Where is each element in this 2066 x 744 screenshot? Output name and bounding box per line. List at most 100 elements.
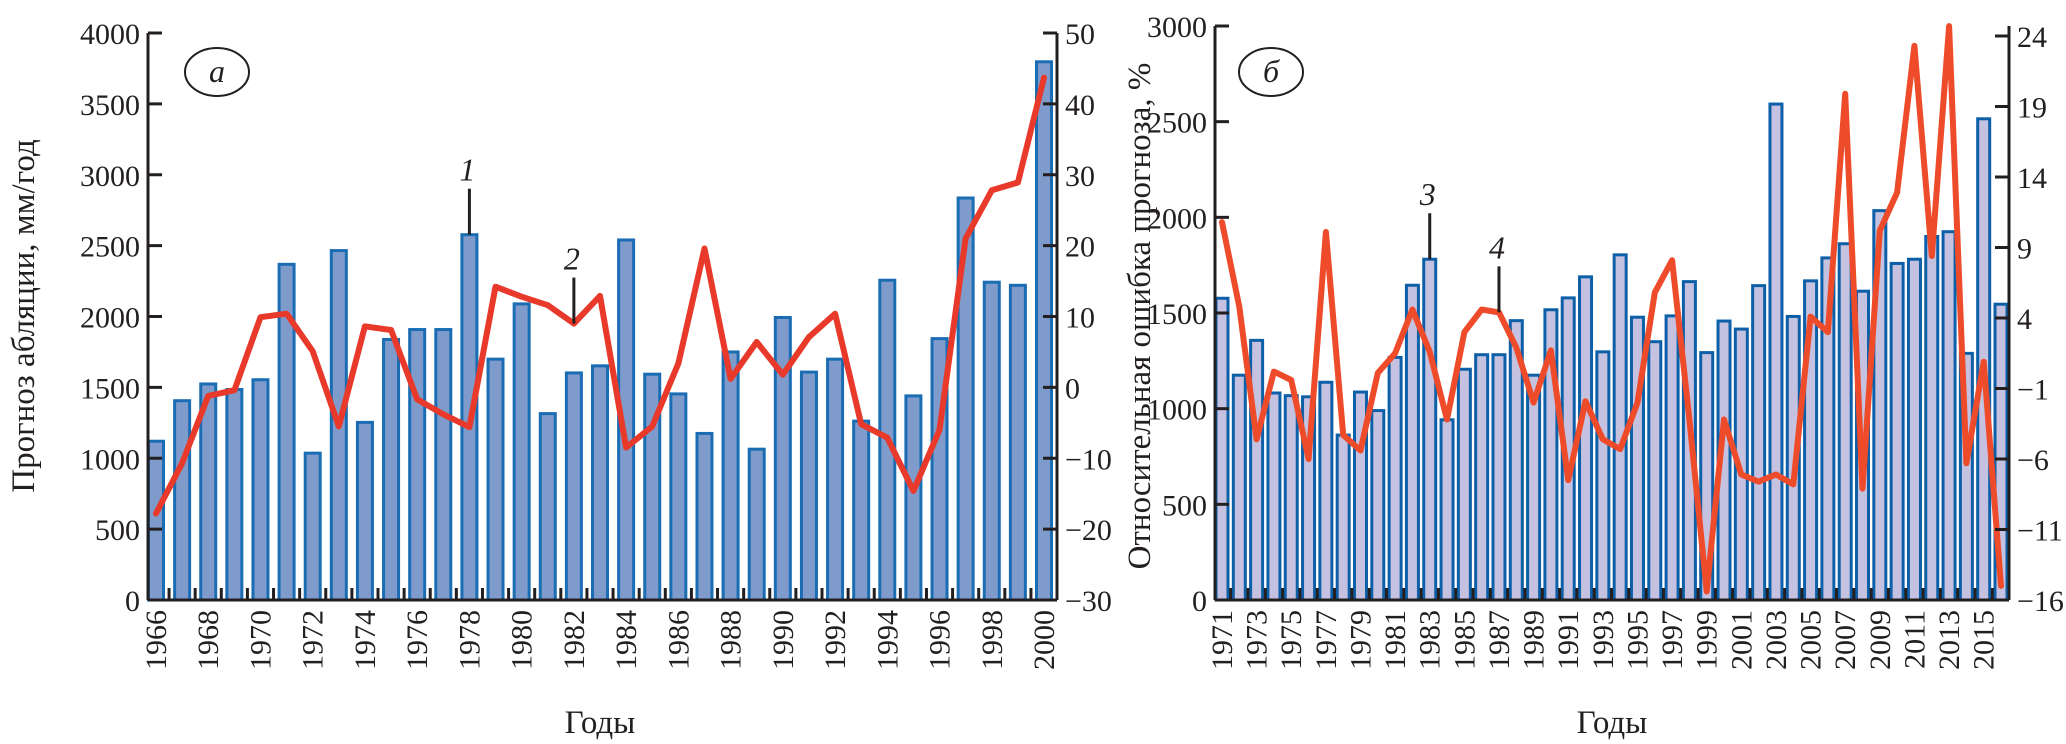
panel-label-b: б	[1238, 47, 1304, 97]
x-tick-label: 1982	[558, 610, 591, 670]
x-axis-title-a: Годы	[565, 705, 636, 741]
x-tick-label: 1995	[1621, 610, 1654, 670]
bar-2010	[1889, 261, 1905, 602]
bar-1997	[1664, 314, 1680, 602]
error-line-series	[1219, 23, 2004, 595]
bar-1999	[1008, 283, 1027, 602]
y-tick-label-right: 9	[2017, 233, 2032, 266]
bar-1993	[1595, 350, 1611, 602]
panel-label-a-text: а	[209, 53, 225, 89]
x-tick-label: 1994	[871, 610, 904, 670]
y-tick-label-left: 3000	[80, 160, 140, 193]
x-tick-label: 1993	[1587, 610, 1620, 670]
bar-2007	[1837, 242, 1853, 602]
bar-2013	[1941, 230, 1957, 602]
x-tick-label: 1997	[1656, 610, 1689, 670]
bar-1977	[1318, 380, 1334, 602]
bar-1974	[355, 420, 374, 602]
bar-1989	[747, 447, 766, 602]
chart-panel-a: 05001000150020002500300035004000−30−20−1…	[80, 18, 1112, 670]
panel-label-b-text: б	[1263, 53, 1280, 89]
bar-1992	[826, 357, 845, 602]
bar-1994	[1612, 253, 1628, 602]
x-tick-label: 1987	[1483, 610, 1516, 670]
x-tick-label: 1998	[976, 610, 1009, 670]
x-tick-label: 1981	[1379, 610, 1412, 670]
x-tick-label: 2009	[1864, 610, 1897, 670]
bar-2002	[1751, 284, 1767, 602]
annotation-label: 4	[1489, 229, 1505, 265]
y-tick-label-left: 1000	[1147, 394, 1207, 427]
x-tick-label: 1974	[349, 610, 382, 670]
y-tick-label-right: −30	[1065, 585, 1112, 618]
x-tick-label: 1972	[297, 610, 330, 670]
y-tick-label-left: 2500	[1147, 107, 1207, 140]
bar-1976	[408, 328, 427, 602]
y-tick-label-right: 50	[1065, 18, 1095, 51]
y-tick-label-left: 1500	[80, 372, 140, 405]
bar-1983	[591, 364, 609, 602]
bar-1980	[1370, 409, 1386, 602]
x-tick-label: 1976	[401, 610, 434, 670]
bar-2000	[1035, 60, 1053, 602]
x-tick-label: 2015	[1968, 610, 2001, 670]
bar-1975	[382, 337, 401, 602]
y-tick-label-left: 500	[95, 514, 140, 547]
bar-1986	[669, 392, 688, 602]
y-tick-label-right: −1	[2017, 374, 2049, 407]
x-tick-label: 1979	[1344, 610, 1377, 670]
bar-1970	[251, 378, 270, 602]
bar-1973	[1249, 338, 1265, 602]
bar-1988	[721, 350, 740, 602]
bar-1969	[225, 388, 244, 602]
x-tick-label: 1991	[1552, 610, 1585, 670]
y-tick-label-right: 0	[1065, 372, 1080, 405]
x-tick-label: 1980	[506, 610, 539, 670]
y-tick-label-right: −16	[2017, 585, 2064, 618]
x-tick-label: 1984	[610, 610, 643, 670]
x-tick-label: 1992	[819, 610, 852, 670]
bar-1982	[564, 371, 583, 602]
bar-1972	[1231, 373, 1247, 602]
x-tick-label: 2003	[1760, 610, 1793, 670]
y-tick-label-right: 19	[2017, 92, 2047, 125]
x-tick-label: 1971	[1206, 610, 1239, 670]
x-tick-label: 2013	[1933, 610, 1966, 670]
y-tick-label-right: 14	[2017, 162, 2047, 195]
bar-1995	[904, 394, 923, 602]
x-tick-label: 1966	[140, 610, 173, 670]
y-tick-label-right: −20	[1065, 514, 1112, 547]
y-tick-label-left: 0	[1192, 585, 1207, 618]
y-axis-title-left: Прогноз абляции, мм/год	[6, 139, 42, 493]
y-axis-title-right: Относительная ошибка прогноза, %	[1122, 63, 1158, 570]
x-tick-label: 1985	[1448, 610, 1481, 670]
x-tick-label: 2005	[1795, 610, 1828, 670]
bar-1985	[1456, 367, 1472, 602]
y-tick-label-left: 2500	[80, 231, 140, 264]
annotation-label: 2	[564, 241, 580, 277]
x-tick-label: 2007	[1829, 610, 1862, 670]
y-tick-label-right: 24	[2017, 21, 2047, 54]
bar-1992	[1578, 275, 1594, 602]
bar-1983	[1422, 257, 1438, 602]
bar-1996	[1647, 340, 1663, 602]
y-tick-label-right: −11	[2017, 515, 2063, 548]
bar-1982	[1404, 283, 1420, 602]
y-tick-label-left: 2000	[1147, 202, 1207, 235]
y-tick-label-left: 1000	[80, 443, 140, 476]
bar-1975	[1283, 394, 1299, 602]
bar-1998	[982, 280, 1001, 602]
bar-1974	[1266, 391, 1282, 602]
annotation-label: 3	[1419, 176, 1436, 212]
y-tick-label-right: −10	[1065, 443, 1112, 476]
y-tick-label-right: 30	[1065, 160, 1095, 193]
bar-1993	[852, 419, 871, 602]
x-tick-label: 2011	[1898, 610, 1931, 669]
x-tick-label: 1975	[1275, 610, 1308, 670]
y-tick-label-left: 1500	[1147, 298, 1207, 331]
y-tick-label-left: 4000	[80, 18, 140, 51]
y-tick-label-right: −6	[2017, 444, 2049, 477]
bar-1972	[303, 451, 322, 602]
